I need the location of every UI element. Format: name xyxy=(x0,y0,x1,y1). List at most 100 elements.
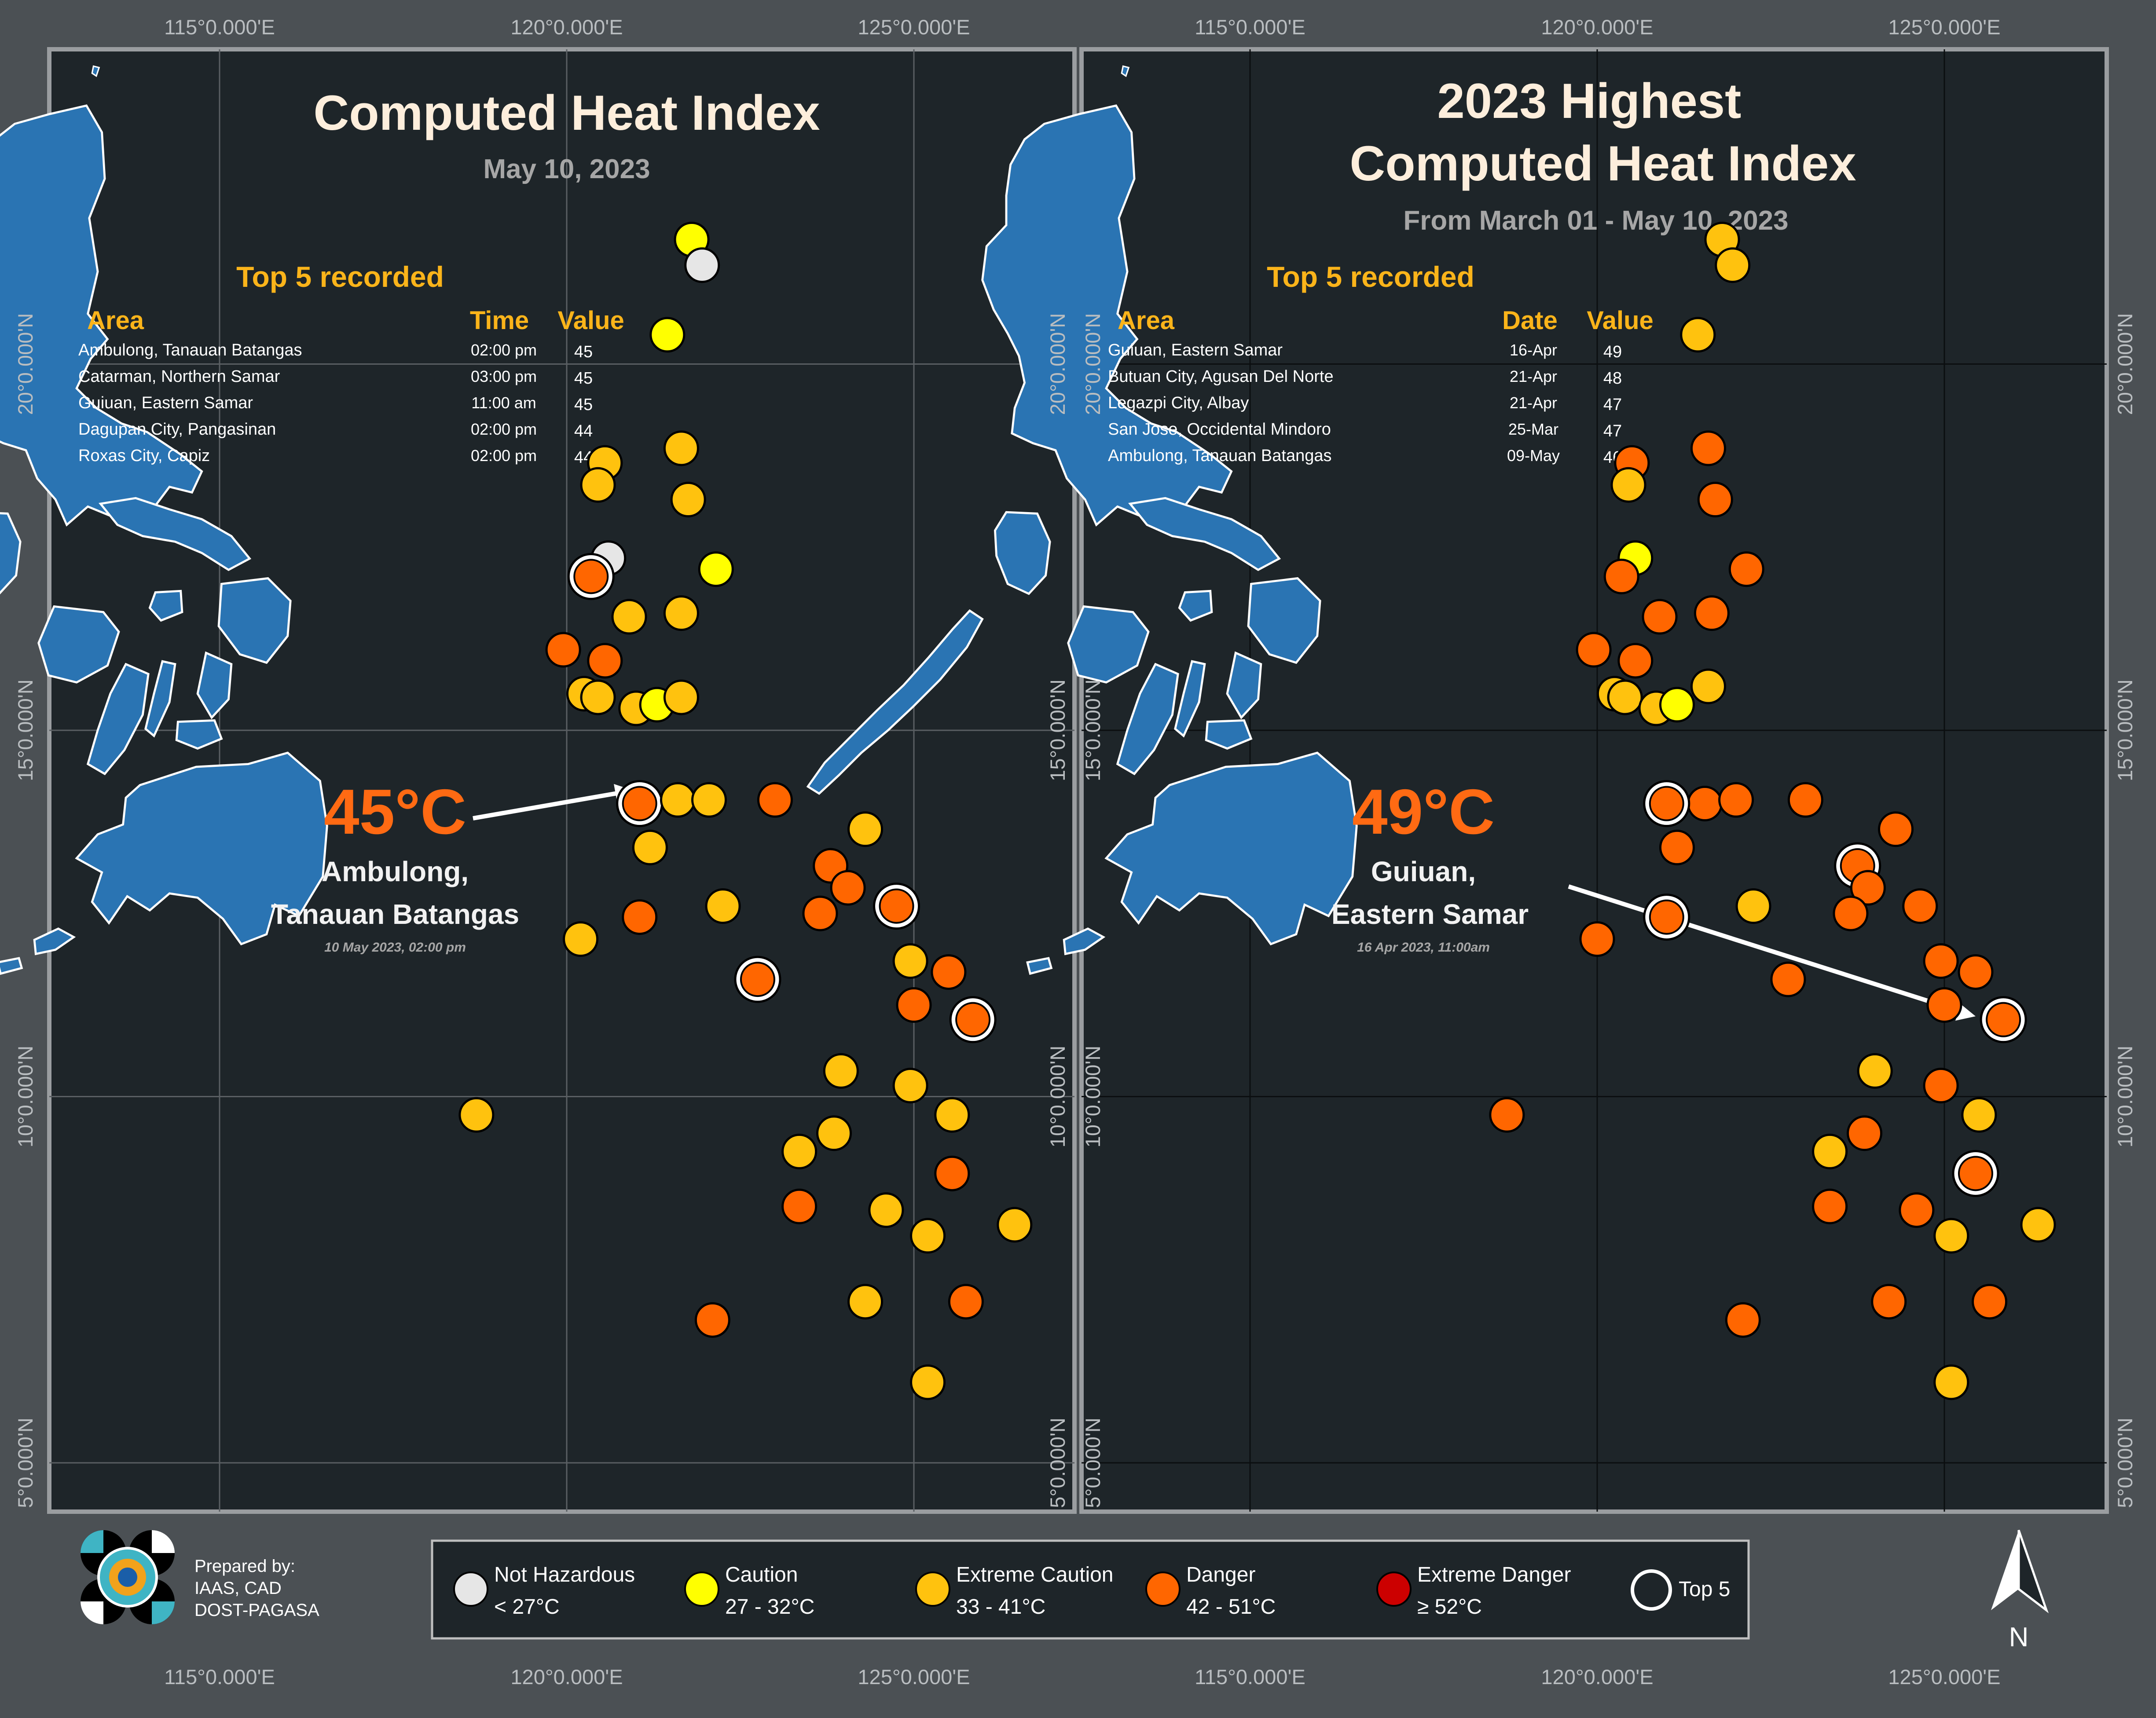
table-cell-time: 16-Apr xyxy=(1510,341,1557,359)
legend-range: < 27°C xyxy=(494,1595,560,1619)
legend-swatch xyxy=(453,1571,488,1607)
longitude-label: 120°0.000'E xyxy=(510,1665,623,1689)
station-marker xyxy=(1680,317,1716,353)
station-marker xyxy=(1833,895,1869,931)
station-marker xyxy=(1642,599,1678,635)
station-marker xyxy=(879,888,914,924)
station-marker xyxy=(632,829,668,865)
station-marker xyxy=(1649,899,1684,935)
table-cell-time: 02:00 pm xyxy=(471,420,537,438)
pagasa-logo xyxy=(81,1530,175,1624)
station-marker xyxy=(816,1115,852,1151)
table-cell-time: 21-Apr xyxy=(1510,367,1557,385)
longitude-label: 120°0.000'E xyxy=(510,15,623,39)
station-marker xyxy=(948,1284,984,1320)
right-station-line1: Guiuan, xyxy=(1371,856,1476,887)
table-cell-value: 47 xyxy=(1603,396,1622,414)
north-arrow-label: N xyxy=(2009,1622,2029,1652)
station-marker xyxy=(1923,1068,1959,1104)
station-marker xyxy=(868,1192,904,1228)
station-marker xyxy=(611,599,647,635)
station-marker xyxy=(580,467,616,503)
station-marker xyxy=(1690,668,1726,704)
station-marker xyxy=(1902,888,1938,924)
station-marker xyxy=(1972,1284,2008,1320)
left-big-value: 45°C xyxy=(324,776,466,847)
right-col-date: Date xyxy=(1502,306,1558,335)
station-marker xyxy=(663,679,699,715)
station-marker xyxy=(705,888,741,924)
station-marker xyxy=(458,1097,495,1133)
latitude-label: 5°0.000'N xyxy=(1081,1418,1104,1508)
legend-swatch xyxy=(915,1571,950,1607)
station-marker xyxy=(802,895,838,931)
station-marker xyxy=(847,811,884,847)
station-marker xyxy=(684,247,720,283)
right-col-value: Value xyxy=(1587,306,1654,335)
station-marker xyxy=(1617,643,1654,679)
legend-swatch xyxy=(1376,1571,1412,1607)
table-cell-area: Butuan City, Agusan Del Norte xyxy=(1108,367,1334,386)
right-big-value: 49°C xyxy=(1352,776,1495,847)
station-marker xyxy=(1659,687,1695,723)
station-marker xyxy=(649,317,686,353)
table-cell-area: Dagupan City, Pangasinan xyxy=(78,420,276,439)
table-cell-area: Roxas City, Capiz xyxy=(78,447,210,465)
station-marker xyxy=(1715,247,1751,283)
table-cell-value: 45 xyxy=(574,343,593,361)
latitude-label: 10°0.000'N xyxy=(1046,1046,1069,1148)
station-marker xyxy=(1603,558,1639,594)
left-title: Computed Heat Index xyxy=(313,85,820,140)
left-timestamp: 10 May 2023, 02:00 pm xyxy=(324,940,466,955)
station-marker xyxy=(1718,782,1754,818)
table-cell-time: 25-Mar xyxy=(1508,420,1558,438)
longitude-label: 125°0.000'E xyxy=(858,15,970,39)
station-marker xyxy=(563,921,599,957)
right-title-line2: Computed Heat Index xyxy=(1349,136,1856,191)
station-marker xyxy=(1694,595,1730,631)
station-marker xyxy=(1871,1284,1907,1320)
station-marker xyxy=(892,943,928,979)
station-marker xyxy=(1850,870,1886,906)
table-cell-area: San Jose, Occidental Mindoro xyxy=(1108,420,1331,439)
station-marker xyxy=(1926,987,1962,1023)
left-col-area: Area xyxy=(87,306,144,335)
longitude-label: 120°0.000'E xyxy=(1541,1665,1653,1689)
table-cell-area: Ambulong, Tanauan Batangas xyxy=(1108,447,1331,465)
longitude-label: 115°0.000'E xyxy=(1195,15,1305,39)
table-cell-value: 44 xyxy=(574,422,593,440)
table-cell-area: Catarman, Northern Samar xyxy=(78,367,280,386)
legend-range: ≥ 52°C xyxy=(1417,1595,1482,1619)
station-marker xyxy=(691,782,727,818)
station-marker xyxy=(892,1068,928,1104)
table-cell-area: Legazpi City, Albay xyxy=(1108,394,1249,412)
station-marker xyxy=(670,482,706,518)
table-cell-value: 49 xyxy=(1603,343,1622,361)
station-marker xyxy=(847,1284,884,1320)
right-col-area: Area xyxy=(1118,306,1175,335)
station-marker xyxy=(1847,1115,1883,1151)
latitude-label: 15°0.000'N xyxy=(1046,679,1069,781)
station-marker xyxy=(1961,1097,1997,1133)
legend-label: Danger xyxy=(1186,1563,1255,1586)
station-marker xyxy=(934,1155,970,1191)
station-marker xyxy=(1690,430,1726,466)
station-marker xyxy=(1958,1156,1994,1191)
station-marker xyxy=(622,899,658,935)
north-arrow-icon xyxy=(1991,1530,2049,1614)
table-cell-area: Guiuan, Eastern Samar xyxy=(78,394,253,412)
left-top5-table: Ambulong, Tanauan Batangas 02:00 pm 45 Cata… xyxy=(78,341,593,467)
latitude-label: 5°0.000'N xyxy=(1046,1418,1069,1508)
station-marker xyxy=(663,430,699,466)
longitude-label: 125°0.000'E xyxy=(858,1665,970,1689)
station-marker xyxy=(910,1364,946,1400)
left-station-markers xyxy=(458,221,1033,1400)
station-marker xyxy=(781,1188,818,1224)
legend-label: Extreme Caution xyxy=(956,1563,1114,1586)
station-marker xyxy=(1579,921,1615,957)
right-timestamp: 16 Apr 2023, 11:00am xyxy=(1357,940,1490,955)
table-cell-time: 09-May xyxy=(1507,447,1560,465)
legend-items: Not Hazardous < 27°C Caution 27 - 32°C Extre… xyxy=(453,1563,1571,1619)
station-marker xyxy=(1933,1218,1969,1254)
station-marker xyxy=(660,782,696,818)
